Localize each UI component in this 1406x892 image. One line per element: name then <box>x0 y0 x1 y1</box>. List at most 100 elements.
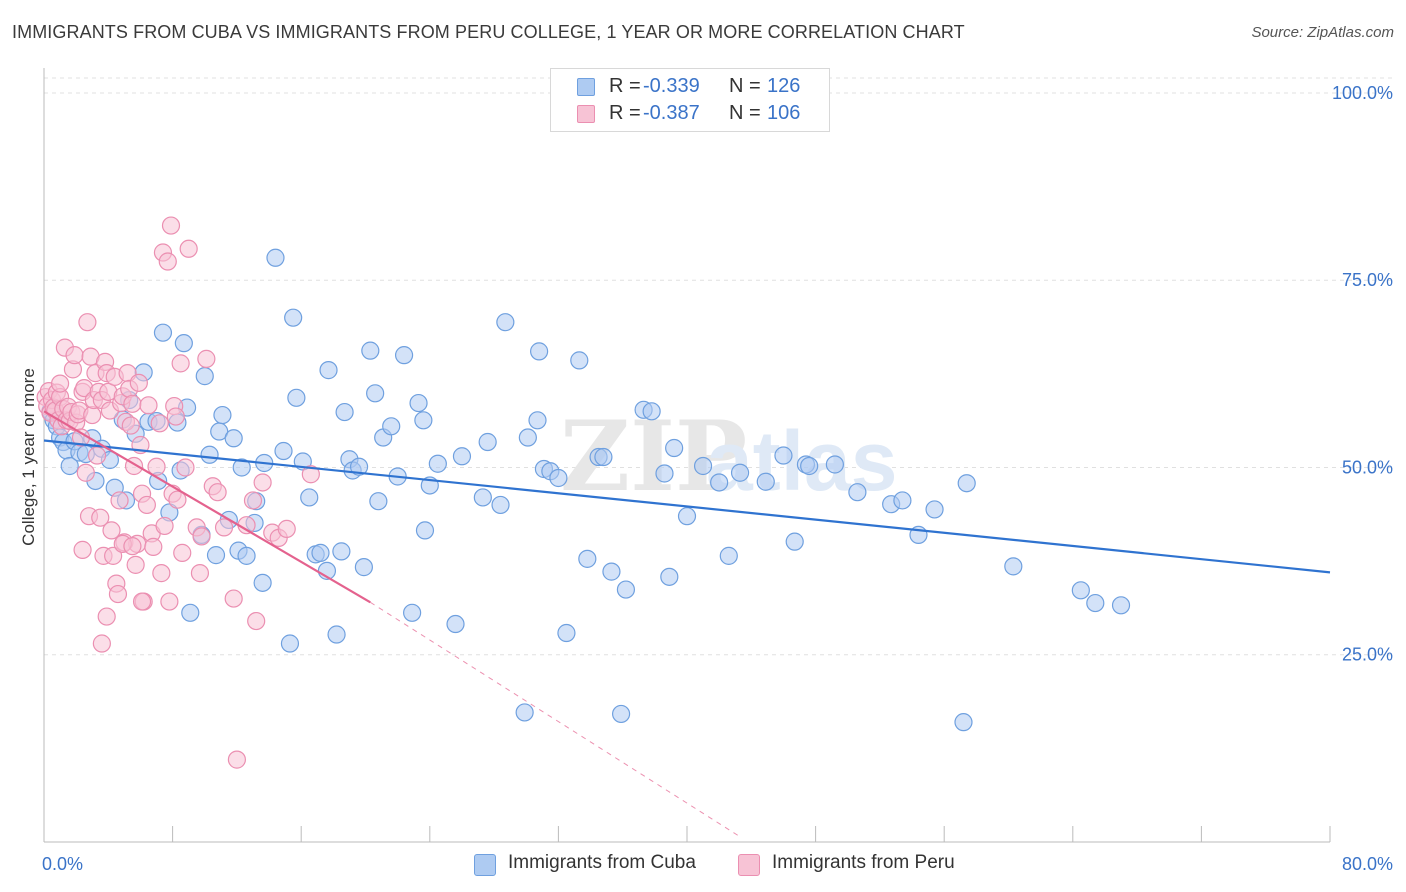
data-point <box>665 438 684 458</box>
data-point <box>361 341 380 360</box>
data-point <box>354 558 373 577</box>
data-point <box>243 491 263 510</box>
data-point <box>274 441 293 461</box>
data-point <box>192 527 211 546</box>
data-point <box>719 546 738 565</box>
bottom-legend-swatch-peru <box>738 854 760 876</box>
data-point <box>224 429 243 448</box>
data-point <box>166 407 185 426</box>
data-point <box>158 252 177 271</box>
data-point <box>496 313 515 332</box>
data-point <box>957 474 976 493</box>
data-point <box>155 516 174 536</box>
data-point <box>214 518 234 537</box>
data-point <box>655 464 674 483</box>
data-point <box>123 537 142 556</box>
legend-swatch-cuba <box>577 78 595 96</box>
data-point <box>369 492 388 511</box>
data-point <box>473 488 492 507</box>
data-point <box>557 623 576 643</box>
data-point <box>150 414 169 433</box>
data-point <box>602 562 621 581</box>
y-tick-label: 100.0% <box>1332 83 1393 103</box>
data-point <box>332 542 351 561</box>
data-point <box>446 614 465 634</box>
data-point <box>280 634 300 653</box>
data-point <box>129 373 148 392</box>
data-point <box>137 495 156 515</box>
data-point <box>415 521 435 540</box>
data-point <box>301 465 320 484</box>
data-point <box>147 457 166 476</box>
data-point <box>102 521 121 540</box>
series-peru-points <box>36 216 320 769</box>
legend-r-label: R = <box>609 102 641 124</box>
data-point <box>518 428 537 447</box>
legend-r-value: -0.387 <box>643 102 700 124</box>
data-point <box>173 543 192 562</box>
legend-r-value: -0.339 <box>643 75 700 97</box>
data-point <box>530 342 549 361</box>
data-point <box>284 308 303 327</box>
data-point <box>206 546 226 565</box>
y-tick-label: 75.0% <box>1342 270 1393 290</box>
data-point <box>335 402 354 422</box>
data-point <box>611 704 631 724</box>
bottom-legend-label-peru: Immigrants from Peru <box>772 852 955 873</box>
data-point <box>121 416 140 435</box>
data-point <box>76 463 95 482</box>
trend-line-peru <box>43 410 371 604</box>
legend-r-label: R = <box>609 75 641 97</box>
data-point <box>97 607 116 626</box>
data-point <box>104 546 123 565</box>
gridlines <box>44 77 1392 656</box>
data-point <box>382 417 401 436</box>
data-point <box>660 567 679 586</box>
legend-n-value: 126 <box>767 75 801 97</box>
legend-n-label: N = <box>729 102 761 124</box>
data-point <box>594 447 613 467</box>
axes <box>43 68 1331 843</box>
data-point <box>224 589 243 608</box>
data-point <box>78 313 97 332</box>
data-point <box>174 334 193 353</box>
data-point <box>190 564 210 583</box>
x-tick-label-min: 0.0% <box>42 854 83 874</box>
data-point <box>197 349 216 368</box>
data-point <box>60 456 79 476</box>
data-point <box>800 456 819 476</box>
data-point <box>710 473 729 492</box>
data-point <box>954 713 973 732</box>
bottom-legend-label-cuba: Immigrants from Cuba <box>508 852 696 873</box>
data-point <box>785 532 804 551</box>
data-point <box>549 468 568 488</box>
data-point <box>730 463 750 482</box>
data-point <box>414 411 433 430</box>
y-tick-label: 50.0% <box>1342 457 1393 477</box>
data-point <box>452 447 472 466</box>
data-point <box>92 634 111 653</box>
data-point <box>409 393 428 413</box>
data-point <box>253 573 272 592</box>
legend-swatch-peru <box>577 105 595 123</box>
data-point <box>266 248 285 267</box>
bottom-legend-swatch-cuba <box>474 854 496 876</box>
data-point <box>774 446 793 465</box>
data-point <box>825 455 844 474</box>
correlation-legend: R = -0.339 N = 126 R = -0.387 N = 106 <box>550 68 830 132</box>
legend-n-value: 106 <box>767 102 801 124</box>
data-point <box>139 396 158 415</box>
data-point <box>677 507 697 526</box>
data-point <box>237 546 256 565</box>
data-point <box>277 519 296 539</box>
data-point <box>478 432 497 452</box>
data-point <box>168 490 187 509</box>
data-point <box>253 473 272 492</box>
data-point <box>300 488 319 507</box>
data-point <box>110 491 129 510</box>
data-point <box>160 592 179 611</box>
data-point <box>83 405 102 425</box>
data-point <box>394 346 414 365</box>
data-point <box>1071 581 1090 600</box>
